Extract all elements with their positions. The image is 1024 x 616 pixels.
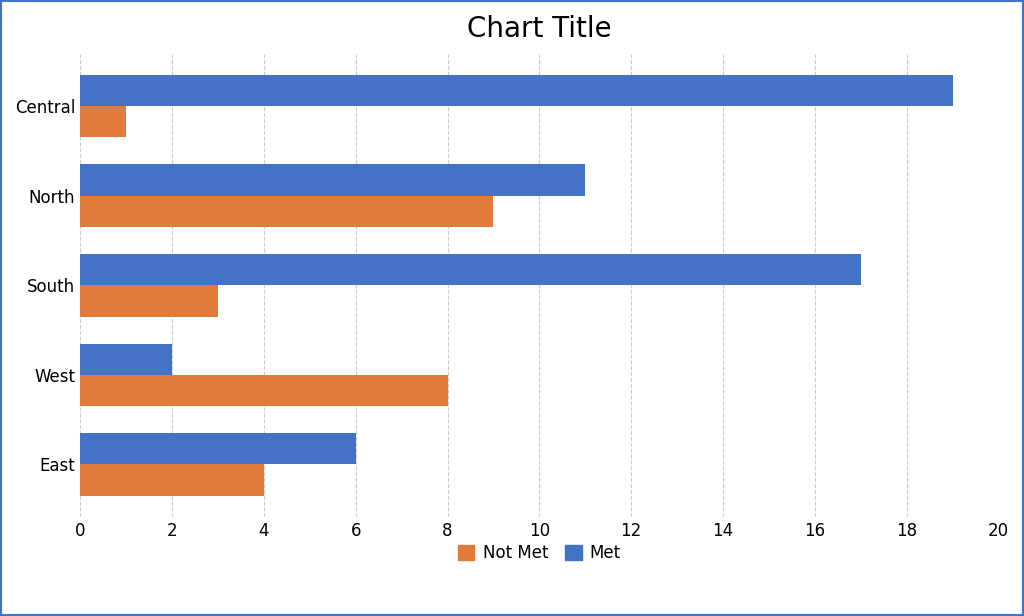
Legend: Not Met, Met: Not Met, Met bbox=[451, 537, 628, 569]
Title: Chart Title: Chart Title bbox=[467, 15, 611, 43]
Bar bbox=[80, 433, 355, 464]
Bar bbox=[80, 344, 172, 375]
Bar bbox=[80, 164, 586, 196]
Bar bbox=[80, 285, 218, 317]
Bar bbox=[80, 196, 494, 227]
Bar bbox=[80, 464, 264, 496]
Bar bbox=[80, 254, 861, 285]
Bar bbox=[80, 75, 952, 106]
Bar bbox=[80, 106, 126, 137]
Bar bbox=[80, 375, 447, 406]
